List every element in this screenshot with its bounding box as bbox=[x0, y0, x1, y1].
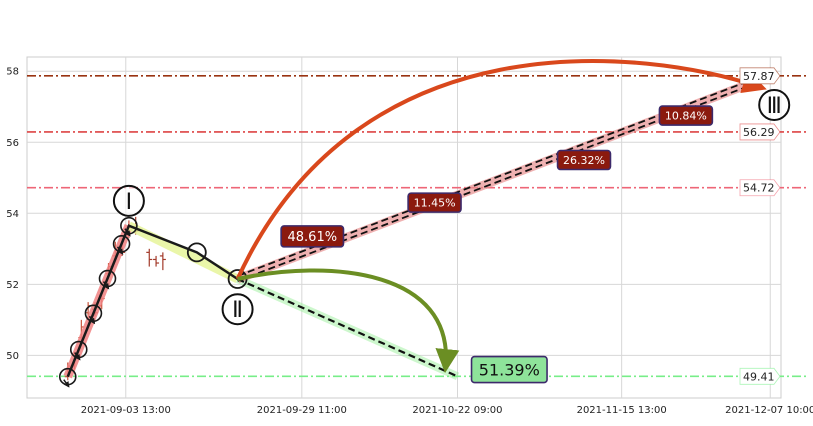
up-arc bbox=[235, 59, 767, 280]
horizontal-levels bbox=[27, 75, 806, 378]
swing-line bbox=[66, 224, 239, 378]
level-flag bbox=[739, 179, 781, 197]
level-labels: 57.87 56.29 54.72 49.41 bbox=[739, 67, 781, 385]
swing-tick-arrow bbox=[88, 315, 96, 325]
swing-label-circle bbox=[112, 184, 145, 217]
percent-label: 10.84% bbox=[665, 110, 707, 123]
percent-label-box bbox=[556, 149, 612, 171]
percent-labels: 48.61% 11.45% 26.32% 10.84% 51.39% bbox=[280, 105, 714, 384]
down-arc bbox=[237, 268, 460, 374]
percent-label: 26.32% bbox=[563, 154, 605, 167]
level-label: 49.41 bbox=[743, 370, 775, 383]
swing-label-III: Ⅲ bbox=[767, 94, 782, 119]
y-tick-label: 50 bbox=[6, 351, 19, 362]
x-tick-label: 2021-09-29 11:00 bbox=[257, 405, 347, 416]
percent-label: 48.61% bbox=[288, 230, 338, 245]
percent-label-box bbox=[407, 192, 462, 213]
level-label: 56.29 bbox=[743, 126, 775, 139]
swing-tick-arrow bbox=[63, 379, 70, 388]
swing-tick-arrow bbox=[102, 281, 110, 290]
y-tick-label: 58 bbox=[6, 67, 19, 78]
swing-band-down bbox=[126, 221, 240, 284]
swing-label-II: Ⅱ bbox=[232, 298, 243, 323]
y-tick-label: 56 bbox=[6, 138, 19, 149]
plot-frame bbox=[26, 56, 782, 399]
swing-label-circle bbox=[221, 293, 254, 326]
x-tick-label: 2021-11-15 13:00 bbox=[577, 405, 667, 416]
swing-marker bbox=[186, 242, 207, 263]
swing-tick-arrow bbox=[74, 352, 81, 361]
percent-label-box bbox=[280, 225, 345, 248]
swing-label-circle bbox=[758, 88, 791, 121]
axes: 2021-09-03 13:00 2021-09-29 11:00 2021-10-… bbox=[6, 67, 813, 416]
level-flag bbox=[739, 367, 781, 385]
level-label: 54.72 bbox=[743, 182, 775, 195]
level-label: 57.87 bbox=[743, 70, 775, 83]
percent-label: 51.39% bbox=[479, 360, 540, 379]
swing-tick-arrow bbox=[124, 228, 131, 237]
percent-label-box bbox=[658, 105, 714, 126]
swing-labels: Ⅰ Ⅱ Ⅲ bbox=[112, 88, 791, 326]
percent-label: 11.45% bbox=[414, 197, 456, 210]
swing-tick-arrow bbox=[116, 246, 124, 255]
projection-arcs bbox=[235, 59, 767, 374]
y-tick-label: 52 bbox=[6, 280, 19, 291]
x-tick-label: 2021-12-07 10:00 bbox=[725, 405, 813, 416]
x-tick-label: 2021-09-03 13:00 bbox=[81, 405, 171, 416]
swing-path bbox=[58, 216, 248, 388]
swing-label-I: Ⅰ bbox=[126, 190, 133, 215]
percent-label-box bbox=[470, 355, 548, 384]
y-tick-label: 54 bbox=[6, 209, 19, 220]
grid bbox=[26, 56, 782, 399]
down-projection bbox=[237, 277, 458, 378]
x-tick-label: 2021-10-22 09:00 bbox=[412, 405, 502, 416]
level-flag bbox=[739, 123, 781, 141]
level-flag bbox=[739, 67, 781, 85]
